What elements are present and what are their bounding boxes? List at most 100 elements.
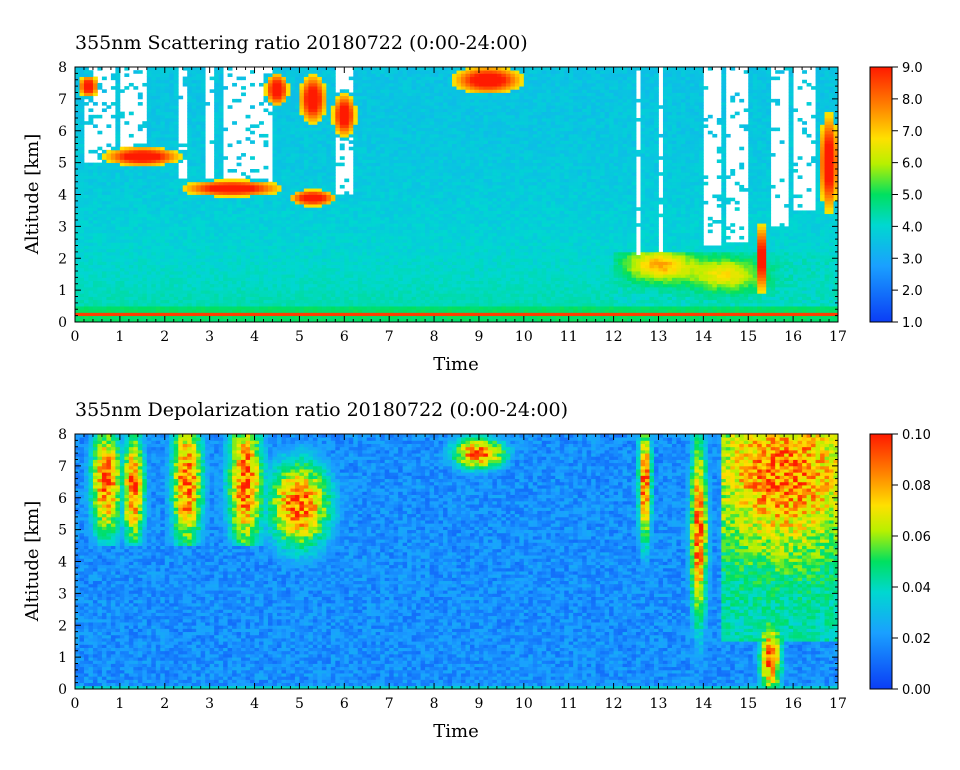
heatmap-cell — [456, 271, 462, 275]
heatmap-cell — [128, 248, 134, 253]
heatmap-cell — [712, 286, 718, 291]
heatmap-cell — [770, 255, 776, 259]
heatmap-cell — [514, 283, 520, 288]
heatmap-cell — [730, 306, 736, 310]
heatmap-cell — [671, 267, 677, 272]
heatmap-cell — [622, 315, 628, 320]
heatmap-cell — [622, 232, 628, 237]
heatmap-cell — [631, 267, 637, 272]
heatmap-cell — [416, 299, 421, 304]
heatmap-cell — [272, 267, 278, 272]
heatmap-cell — [411, 283, 417, 288]
heatmap-cell — [223, 286, 228, 291]
heatmap-cell — [429, 280, 435, 285]
heatmap-cell — [788, 309, 794, 313]
heatmap-cell — [353, 239, 359, 243]
heatmap-cell — [151, 235, 157, 240]
heatmap-cell — [443, 239, 448, 243]
heatmap-cell — [110, 242, 121, 246]
heatmap-cell — [263, 286, 269, 291]
heatmap-cell — [501, 296, 507, 301]
heatmap-cell — [564, 226, 570, 230]
heatmap-cell — [528, 267, 534, 272]
heatmap-cell — [523, 277, 529, 281]
heatmap-cell — [820, 229, 825, 234]
heatmap-cell — [703, 251, 709, 256]
heatmap-cell — [97, 232, 103, 237]
heatmap-cell — [600, 235, 606, 240]
heatmap-cell — [829, 290, 834, 294]
heatmap-cell — [353, 245, 359, 250]
heatmap-cell — [833, 232, 838, 237]
heatmap-cell — [452, 318, 457, 322]
heatmap-cell — [478, 245, 484, 250]
heatmap-cell — [649, 251, 655, 256]
heatmap-cell — [303, 283, 309, 288]
heatmap-cell — [79, 306, 85, 310]
heatmap-cell — [232, 226, 242, 230]
heatmap-cell — [425, 296, 430, 301]
heatmap-cell — [330, 267, 336, 272]
heatmap-cell — [465, 226, 471, 230]
heatmap-cell — [505, 267, 511, 272]
heatmap-cell — [797, 318, 803, 322]
heatmap-cell — [160, 299, 166, 304]
heatmap-cell — [335, 293, 341, 297]
heatmap-cell — [263, 220, 269, 224]
heatmap-cell — [200, 302, 206, 307]
heatmap-cell — [806, 258, 812, 262]
heatmap-cell — [366, 286, 372, 291]
heatmap-cell — [115, 226, 121, 230]
heatmap-cell — [209, 293, 215, 297]
heatmap-cell — [653, 280, 659, 285]
heatmap-cell — [290, 229, 296, 234]
heatmap-cell — [833, 226, 838, 230]
heatmap-cell — [779, 235, 785, 240]
heatmap-cell — [824, 242, 830, 246]
heatmap-cell — [487, 251, 493, 256]
heatmap-cell — [523, 280, 529, 285]
heatmap-cell — [501, 286, 507, 291]
heatmap-cell — [196, 223, 206, 227]
heatmap-cell — [474, 267, 480, 272]
heatmap-cell — [312, 223, 318, 227]
heatmap-cell — [191, 264, 197, 269]
heatmap-cell — [618, 299, 623, 304]
heatmap-cell — [631, 239, 637, 243]
heatmap-cell — [79, 271, 85, 275]
heatmap-cell — [555, 261, 561, 266]
heatmap-cell — [429, 229, 435, 234]
heatmap-cell — [757, 258, 767, 262]
heatmap-cell — [209, 309, 215, 313]
heatmap-cell — [137, 239, 143, 243]
heatmap-cell — [541, 242, 547, 246]
heatmap-cell — [299, 229, 305, 234]
heatmap-cell — [550, 226, 556, 230]
heatmap-cell — [649, 280, 655, 285]
heatmap-cell — [469, 293, 475, 297]
heatmap-cell — [478, 296, 484, 301]
heatmap-cell — [815, 306, 821, 310]
heatmap-cell — [393, 223, 399, 227]
heatmap-cell — [380, 258, 386, 262]
heatmap-cell — [784, 302, 790, 307]
heatmap-cell — [259, 299, 264, 304]
heatmap-cell — [191, 296, 197, 301]
heatmap-cell — [824, 239, 830, 243]
heatmap-cell — [151, 286, 157, 291]
heatmap-cell — [214, 309, 224, 313]
heatmap-cell — [680, 302, 686, 307]
heatmap-cell — [321, 309, 327, 313]
heatmap-cell — [573, 264, 579, 269]
heatmap-cell — [375, 315, 381, 320]
heatmap-cell — [797, 226, 803, 230]
heatmap-cell — [259, 318, 264, 322]
heatmap-cell — [299, 226, 305, 230]
heatmap-cell — [178, 223, 184, 227]
heatmap-cell — [254, 280, 260, 285]
heatmap-cell — [321, 242, 327, 246]
heatmap-cell — [142, 274, 148, 278]
heatmap-cell — [824, 306, 830, 310]
heatmap-cell — [294, 277, 300, 281]
heatmap-cell — [335, 242, 341, 246]
